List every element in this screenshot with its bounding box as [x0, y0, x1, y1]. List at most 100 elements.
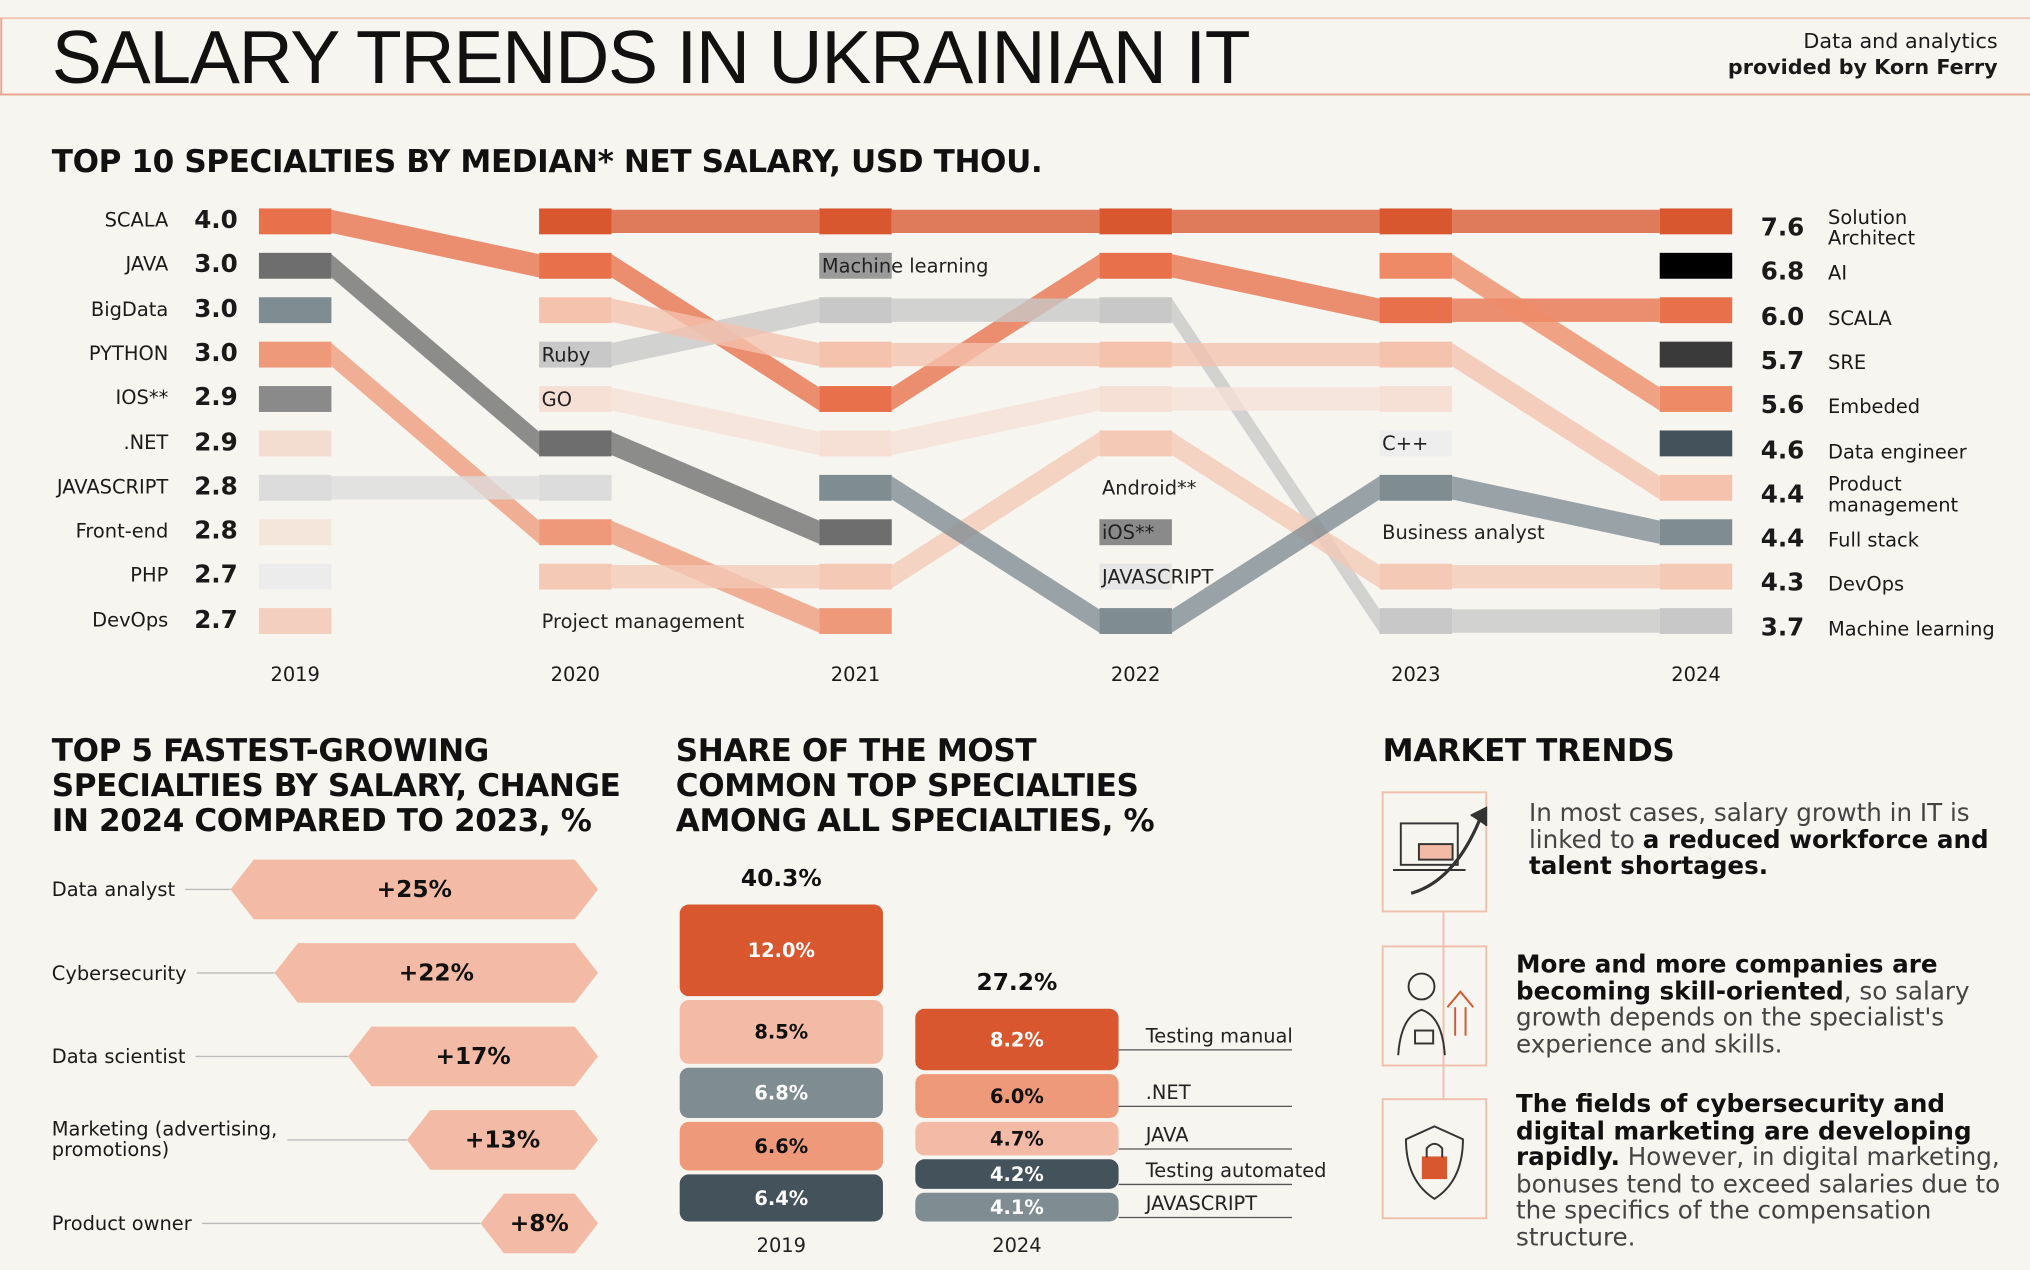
credit: Data and analytics	[1803, 28, 1998, 54]
start-name: BigData	[90, 297, 169, 321]
end-value: 4.4	[1760, 524, 1805, 553]
ribbon	[1452, 476, 1660, 544]
bar	[348, 1026, 599, 1087]
segment-label: 12.0%	[748, 939, 815, 962]
rank-block	[1099, 563, 1172, 590]
rank-block	[1379, 386, 1453, 412]
segment-label: 6.6%	[754, 1135, 808, 1158]
ribbon	[1452, 564, 1660, 589]
rank-block	[258, 386, 332, 412]
start-name: Front-end	[75, 519, 169, 543]
year-label: 2022	[1110, 662, 1161, 687]
ribbon	[611, 564, 820, 589]
rank-block	[1099, 208, 1172, 235]
rank-block	[1099, 608, 1172, 634]
trend-text: The fields of cybersecurity and digital …	[1516, 1091, 2020, 1250]
ribbon	[1171, 209, 1380, 234]
rank-block	[819, 608, 892, 634]
annotation: JAVASCRIPT	[1101, 565, 1214, 588]
total-label: 27.2%	[977, 969, 1058, 996]
start-value: 4.0	[194, 205, 238, 235]
rank-block	[1659, 297, 1733, 324]
bar	[406, 1110, 599, 1170]
bar-label: +25%	[377, 876, 452, 903]
year-label: 2024	[992, 1234, 1041, 1257]
rank-block	[1099, 341, 1172, 368]
section-title: TOP 10 SPECIALTIES BY MEDIAN* NET SALARY…	[51, 143, 1043, 180]
end-name: Solution Architect	[1828, 205, 1916, 250]
ribbon	[1452, 209, 1660, 234]
end-value: 5.7	[1760, 346, 1805, 376]
legend-name: JAVA	[1145, 1124, 1189, 1147]
ribbon	[1171, 342, 1380, 367]
rank-block	[819, 563, 892, 590]
rank-block	[1379, 563, 1453, 590]
start-name: SCALA	[104, 208, 169, 232]
end-name: Embeded	[1828, 395, 1921, 419]
end-value: 7.6	[1760, 213, 1805, 243]
bar-label: +13%	[465, 1127, 540, 1154]
end-value: 4.6	[1760, 435, 1805, 465]
ribbon	[891, 476, 1100, 633]
end-value: 3.7	[1760, 613, 1805, 642]
icon-person	[1381, 945, 1488, 1067]
end-value: 4.4	[1760, 480, 1805, 509]
rank-block	[1659, 519, 1733, 546]
rank-block	[539, 519, 612, 546]
start-value: 3.0	[194, 339, 238, 368]
rank-block	[1099, 430, 1172, 457]
start-value: 3.0	[194, 250, 238, 279]
ribbon	[1452, 342, 1660, 500]
trend-part: In most cases, salary growth in IT is li…	[1528, 798, 1970, 854]
start-value: 2.7	[194, 605, 238, 634]
bar-label: +22%	[399, 960, 474, 987]
start-name: .NET	[123, 430, 169, 454]
rank-block	[1099, 386, 1172, 412]
rank-block	[1659, 386, 1733, 412]
end-value: 6.0	[1760, 302, 1805, 331]
category-label: Marketing (advertising, promotions)	[51, 1118, 288, 1160]
rank-block	[539, 208, 612, 235]
ribbon	[1452, 609, 1660, 633]
legend-name: .NET	[1146, 1081, 1191, 1104]
annotation: Machine learning	[822, 255, 989, 278]
end-name: SCALA	[1828, 306, 1892, 330]
icon-shield	[1381, 1098, 1488, 1220]
start-name: JAVASCRIPT	[56, 474, 169, 499]
rank-block	[539, 252, 612, 279]
ribbon	[891, 387, 1100, 456]
start-name: PYTHON	[88, 341, 169, 365]
year-label: 2023	[1391, 662, 1441, 687]
rank-block	[1659, 252, 1733, 279]
rank-block	[1659, 341, 1733, 368]
rank-block	[258, 297, 332, 324]
category-label: Data analyst	[51, 876, 186, 903]
rank-block	[1099, 519, 1172, 546]
section-title: TOP 5 FASTEST-GROWING SPECIALTIES BY SAL…	[51, 732, 621, 839]
legend-name: JAVASCRIPT	[1145, 1192, 1258, 1215]
rank-block	[258, 430, 332, 457]
ribbon	[891, 431, 1100, 589]
annotation: Android**	[1102, 477, 1197, 500]
segment-label: 6.0%	[990, 1085, 1044, 1108]
ribbon	[611, 387, 820, 456]
end-name: Full stack	[1828, 528, 1919, 552]
rank-block	[258, 252, 332, 279]
rank-block	[819, 474, 892, 501]
year-label: 2024	[1671, 662, 1721, 687]
ribbon	[611, 431, 820, 544]
segment	[915, 1121, 1119, 1156]
rank-block	[1379, 208, 1453, 235]
segment-label: 6.4%	[754, 1187, 808, 1210]
year-label: 2021	[830, 662, 881, 687]
rank-block	[819, 519, 892, 546]
segment	[915, 1192, 1119, 1222]
start-value: 2.9	[194, 427, 238, 457]
rank-block	[1659, 430, 1733, 457]
ribbon	[1171, 431, 1380, 589]
trend-part: The fields of cybersecurity and digital …	[1516, 1090, 1972, 1172]
trend-text: More and more companies are becoming ski…	[1516, 951, 2020, 1058]
rank-block	[258, 519, 332, 546]
ribbon	[331, 476, 540, 500]
bar-label: +8%	[510, 1210, 569, 1237]
